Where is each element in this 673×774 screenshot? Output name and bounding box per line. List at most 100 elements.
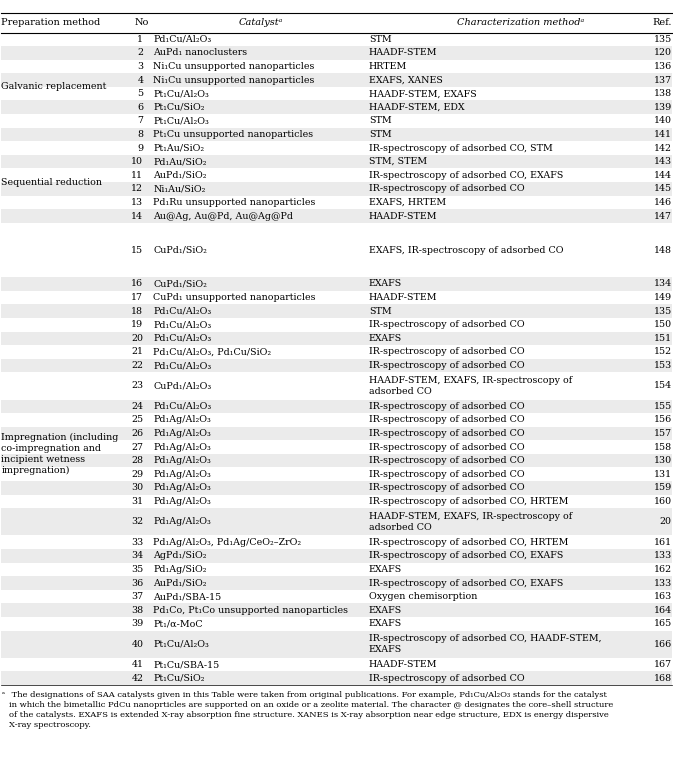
Text: Pd₁Ag/Al₂O₃, Pd₁Ag/CeO₂–ZrO₂: Pd₁Ag/Al₂O₃, Pd₁Ag/CeO₂–ZrO₂ [153,538,302,546]
Text: STM: STM [369,130,392,139]
Text: 159: 159 [653,484,672,492]
Text: 32: 32 [131,517,143,526]
Text: 167: 167 [653,660,672,669]
Text: 28: 28 [131,456,143,465]
Text: 141: 141 [653,130,672,139]
Text: 40: 40 [131,639,143,649]
Text: IR-spectroscopy of adsorbed CO, HRTEM: IR-spectroscopy of adsorbed CO, HRTEM [369,497,568,506]
Text: Pd₁Ag/SiO₂: Pd₁Ag/SiO₂ [153,565,207,574]
Text: 11: 11 [131,171,143,180]
Text: EXAFS, HRTEM: EXAFS, HRTEM [369,198,446,207]
Text: 7: 7 [137,116,143,125]
Text: Pt₁Cu unsupported nanoparticles: Pt₁Cu unsupported nanoparticles [153,130,314,139]
Text: EXAFS, IR-spectroscopy of adsorbed CO: EXAFS, IR-spectroscopy of adsorbed CO [369,245,563,255]
Text: 154: 154 [653,382,672,390]
Text: EXAFS: EXAFS [369,606,402,615]
Text: IR-spectroscopy of adsorbed CO: IR-spectroscopy of adsorbed CO [369,484,524,492]
Text: 161: 161 [653,538,672,546]
Text: 9: 9 [137,143,143,152]
Bar [1,209,672,223]
Bar [1,671,672,685]
Text: 144: 144 [653,171,672,180]
Text: Pd₁Ag/Al₂O₃: Pd₁Ag/Al₂O₃ [153,484,211,492]
Text: HAADF-STEM: HAADF-STEM [369,293,437,302]
Text: 153: 153 [653,361,672,370]
Text: 168: 168 [653,673,672,683]
Bar [1,426,672,440]
Text: Ni₁Cu unsupported nanoparticles: Ni₁Cu unsupported nanoparticles [153,76,315,84]
Text: HAADF-STEM: HAADF-STEM [369,660,437,669]
Text: Sequential reduction: Sequential reduction [1,177,102,187]
Text: 156: 156 [653,416,672,424]
Text: IR-spectroscopy of adsorbed CO, HAADF-STEM,
EXAFS: IR-spectroscopy of adsorbed CO, HAADF-ST… [369,635,602,654]
Text: 30: 30 [131,484,143,492]
Text: Pt₁Cu/SiO₂: Pt₁Cu/SiO₂ [153,673,205,683]
Text: Pd₁Ag/Al₂O₃: Pd₁Ag/Al₂O₃ [153,416,211,424]
Text: 163: 163 [653,592,672,601]
Text: 136: 136 [653,62,672,71]
Bar [1,454,672,467]
Text: 143: 143 [653,157,672,166]
Bar [1,331,672,345]
Text: IR-spectroscopy of adsorbed CO: IR-spectroscopy of adsorbed CO [369,361,524,370]
Text: ᵃ: ᵃ [1,691,4,699]
Bar [1,182,672,196]
Text: Pd₁Ag/Al₂O₃: Pd₁Ag/Al₂O₃ [153,429,211,438]
Text: Catalystᵃ: Catalystᵃ [239,19,283,27]
Bar [1,359,672,372]
Text: Pd₁Cu/Al₂O₃: Pd₁Cu/Al₂O₃ [153,402,212,411]
Bar [1,631,672,658]
Text: IR-spectroscopy of adsorbed CO, EXAFS: IR-spectroscopy of adsorbed CO, EXAFS [369,551,563,560]
Text: 130: 130 [653,456,672,465]
Text: 41: 41 [131,660,143,669]
Text: IR-spectroscopy of adsorbed CO: IR-spectroscopy of adsorbed CO [369,416,524,424]
Text: STM: STM [369,35,392,44]
Text: AuPd₁/SiO₂: AuPd₁/SiO₂ [153,171,207,180]
Text: 147: 147 [653,211,672,221]
Text: IR-spectroscopy of adsorbed CO: IR-spectroscopy of adsorbed CO [369,443,524,451]
Text: 15: 15 [131,245,143,255]
Text: 162: 162 [653,565,672,574]
Text: 42: 42 [131,673,143,683]
Bar [1,101,672,114]
Text: AgPd₁/SiO₂: AgPd₁/SiO₂ [153,551,207,560]
Text: 135: 135 [653,35,672,44]
Text: HAADF-STEM: HAADF-STEM [369,211,437,221]
Bar [1,549,672,563]
Text: Pd₁Co, Pt₁Co unsupported nanoparticles: Pd₁Co, Pt₁Co unsupported nanoparticles [153,606,349,615]
Bar [1,399,672,413]
Text: 13: 13 [131,198,143,207]
Text: HAADF-STEM, EXAFS, IR-spectroscopy of
adsorbed CO: HAADF-STEM, EXAFS, IR-spectroscopy of ad… [369,512,572,532]
Text: 29: 29 [131,470,143,479]
Text: 120: 120 [653,49,672,57]
Text: IR-spectroscopy of adsorbed CO: IR-spectroscopy of adsorbed CO [369,320,524,329]
Text: 34: 34 [131,551,143,560]
Text: 133: 133 [653,578,672,587]
Text: Pt₁Cu/SBA-15: Pt₁Cu/SBA-15 [153,660,219,669]
Text: Impregnation (including
co-impregnation and
incipient wetness
impregnation): Impregnation (including co-impregnation … [1,433,118,474]
Text: 38: 38 [131,606,143,615]
Text: AuPd₁/SBA-15: AuPd₁/SBA-15 [153,592,221,601]
Text: EXAFS, XANES: EXAFS, XANES [369,76,443,84]
Text: Pd₁Cu/Al₂O₃, Pd₁Cu/SiO₂: Pd₁Cu/Al₂O₃, Pd₁Cu/SiO₂ [153,348,272,357]
Text: IR-spectroscopy of adsorbed CO: IR-spectroscopy of adsorbed CO [369,402,524,411]
Text: IR-spectroscopy of adsorbed CO: IR-spectroscopy of adsorbed CO [369,348,524,357]
Bar [1,74,672,87]
Text: 39: 39 [131,619,143,628]
Text: Pd₁Cu/Al₂O₃: Pd₁Cu/Al₂O₃ [153,320,212,329]
Text: IR-spectroscopy of adsorbed CO: IR-spectroscopy of adsorbed CO [369,429,524,438]
Text: HAADF-STEM, EDX: HAADF-STEM, EDX [369,103,464,111]
Text: Preparation method: Preparation method [1,19,100,27]
Text: 165: 165 [653,619,672,628]
Text: 27: 27 [131,443,143,451]
Text: Characterization methodᵃ: Characterization methodᵃ [457,19,583,27]
Text: Pd₁Ag/Al₂O₃: Pd₁Ag/Al₂O₃ [153,456,211,465]
Text: Ref.: Ref. [652,19,672,27]
Text: 10: 10 [131,157,143,166]
Text: Pd₁Ag/Al₂O₃: Pd₁Ag/Al₂O₃ [153,517,211,526]
Text: 131: 131 [653,470,672,479]
Text: 4: 4 [137,76,143,84]
Text: 138: 138 [653,89,672,98]
Text: Pd₁Cu/Al₂O₃: Pd₁Cu/Al₂O₃ [153,334,212,343]
Bar [1,481,672,495]
